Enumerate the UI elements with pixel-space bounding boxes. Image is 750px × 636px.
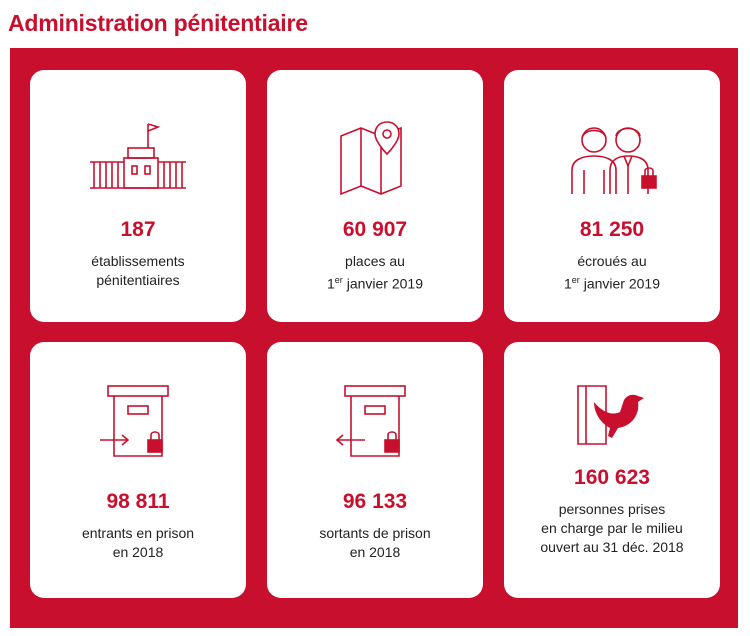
detainees-icon [571,127,657,194]
door-exit-icon [335,385,406,457]
stat-label: établissements pénitentiaires [91,253,185,288]
stat-value: 81 250 [579,218,645,241]
stat-label: sortants de prison en 2018 [319,525,431,560]
stat-value: 160 623 [574,466,650,489]
stat-label: entrants en prison en 2018 [81,525,195,560]
dove-icon [577,385,644,445]
prison-building-icon [90,123,186,189]
stat-card-places: 60 907 places au 1er janvier 2019 [267,70,483,322]
stat-value: 96 133 [342,490,408,513]
stat-label: personnes prises en charge par le milieu… [540,501,684,555]
stat-card-exits: 96 133 sortants de prison en 2018 [267,342,483,598]
door-enter-icon [100,385,169,457]
stat-card-entries: 98 811 entrants en prison en 2018 [30,342,246,598]
stat-card-detainees: 81 250 écroués au 1er janvier 2019 [504,70,720,322]
stat-label: places au 1er janvier 2019 [327,253,423,292]
stat-value: 98 811 [106,490,170,513]
stat-value: 60 907 [342,218,408,241]
map-pin-icon [340,121,402,196]
stat-card-establishments: 187 établissements pénitentiaires [30,70,246,322]
stat-card-open-environment: 160 623 personnes prises en charge par l… [504,342,720,598]
stats-panel: 187 établissements pénitentiaires 60 907… [10,48,738,628]
page-title: Administration pénitentiaire [8,10,308,36]
stat-label: écroués au 1er janvier 2019 [564,253,660,292]
stat-value: 187 [120,218,156,241]
